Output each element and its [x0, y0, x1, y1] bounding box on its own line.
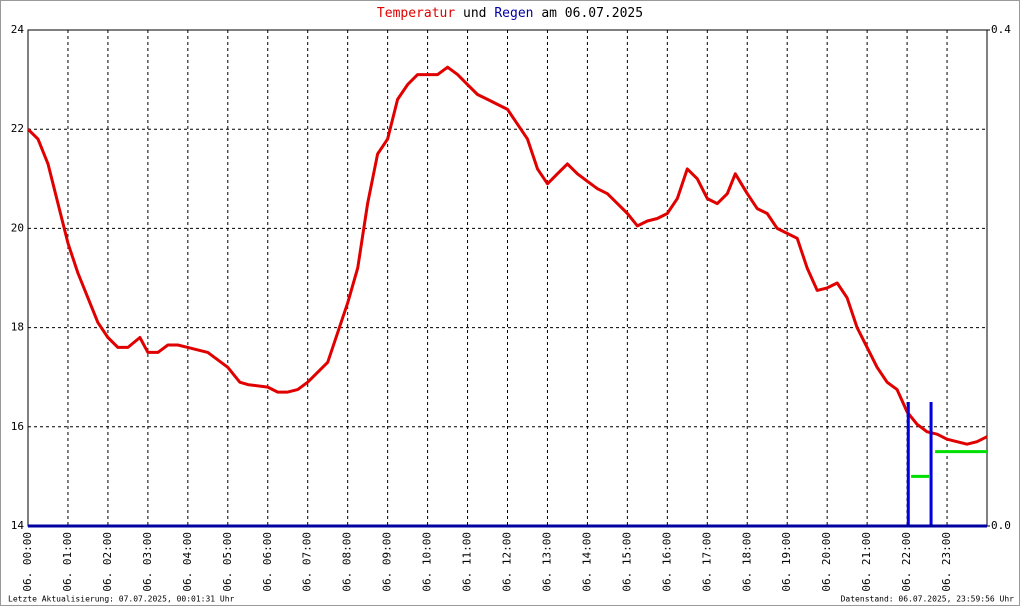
y-tick-label: 22 [11, 122, 24, 135]
y-tick-label: 16 [11, 420, 24, 433]
rain-bar [906, 402, 910, 526]
chart-title: Temperatur und Regen am 06.07.2025 [377, 6, 643, 21]
y2-tick-label: 0.4 [991, 23, 1011, 36]
footer-right: Datenstand: 06.07.2025, 23:59:56 Uhr [841, 595, 1015, 604]
y-tick-label: 20 [11, 221, 24, 234]
y-tick-label: 14 [11, 519, 25, 532]
x-tick-label: 06. 12:00 [501, 532, 514, 592]
x-tick-label: 06. 11:00 [461, 532, 474, 592]
y-tick-label: 18 [11, 321, 24, 334]
y-tick-label: 24 [11, 23, 25, 36]
x-tick-label: 06. 19:00 [780, 532, 793, 592]
footer-left: Letzte Aktualisierung: 07.07.2025, 00:01… [8, 595, 235, 604]
x-tick-label: 06. 05:00 [221, 532, 234, 592]
x-tick-label: 06. 04:00 [181, 532, 194, 592]
title-temp: Temperatur [377, 6, 455, 21]
x-tick-label: 06. 02:00 [101, 532, 114, 592]
x-tick-label: 06. 16:00 [660, 532, 673, 592]
x-tick-label: 06. 20:00 [820, 532, 833, 592]
x-tick-label: 06. 14:00 [580, 532, 593, 592]
x-tick-label: 06. 07:00 [301, 532, 314, 592]
title-und: und [463, 6, 486, 21]
x-tick-label: 06. 17:00 [700, 532, 713, 592]
x-tick-label: 06. 08:00 [341, 532, 354, 592]
x-tick-label: 06. 23:00 [940, 532, 953, 592]
x-tick-label: 06. 01:00 [61, 532, 74, 592]
x-tick-label: 06. 22:00 [900, 532, 913, 592]
x-tick-label: 06. 15:00 [620, 532, 633, 592]
x-tick-label: 06. 10:00 [421, 532, 434, 592]
x-tick-label: 06. 00:00 [21, 532, 34, 592]
x-tick-label: 06. 09:00 [381, 532, 394, 592]
rain-bar [929, 402, 933, 526]
title-date: am 06.07.2025 [541, 6, 643, 21]
data-line [911, 450, 987, 478]
x-tick-label: 06. 13:00 [540, 532, 553, 592]
x-tick-label: 06. 03:00 [141, 532, 154, 592]
x-tick-label: 06. 18:00 [740, 532, 753, 592]
title-rain: Regen [494, 6, 533, 21]
x-tick-label: 06. 06:00 [261, 532, 274, 592]
data-line [26, 65, 988, 446]
y2-tick-label: 0.0 [991, 519, 1011, 532]
x-tick-label: 06. 21:00 [860, 532, 873, 592]
